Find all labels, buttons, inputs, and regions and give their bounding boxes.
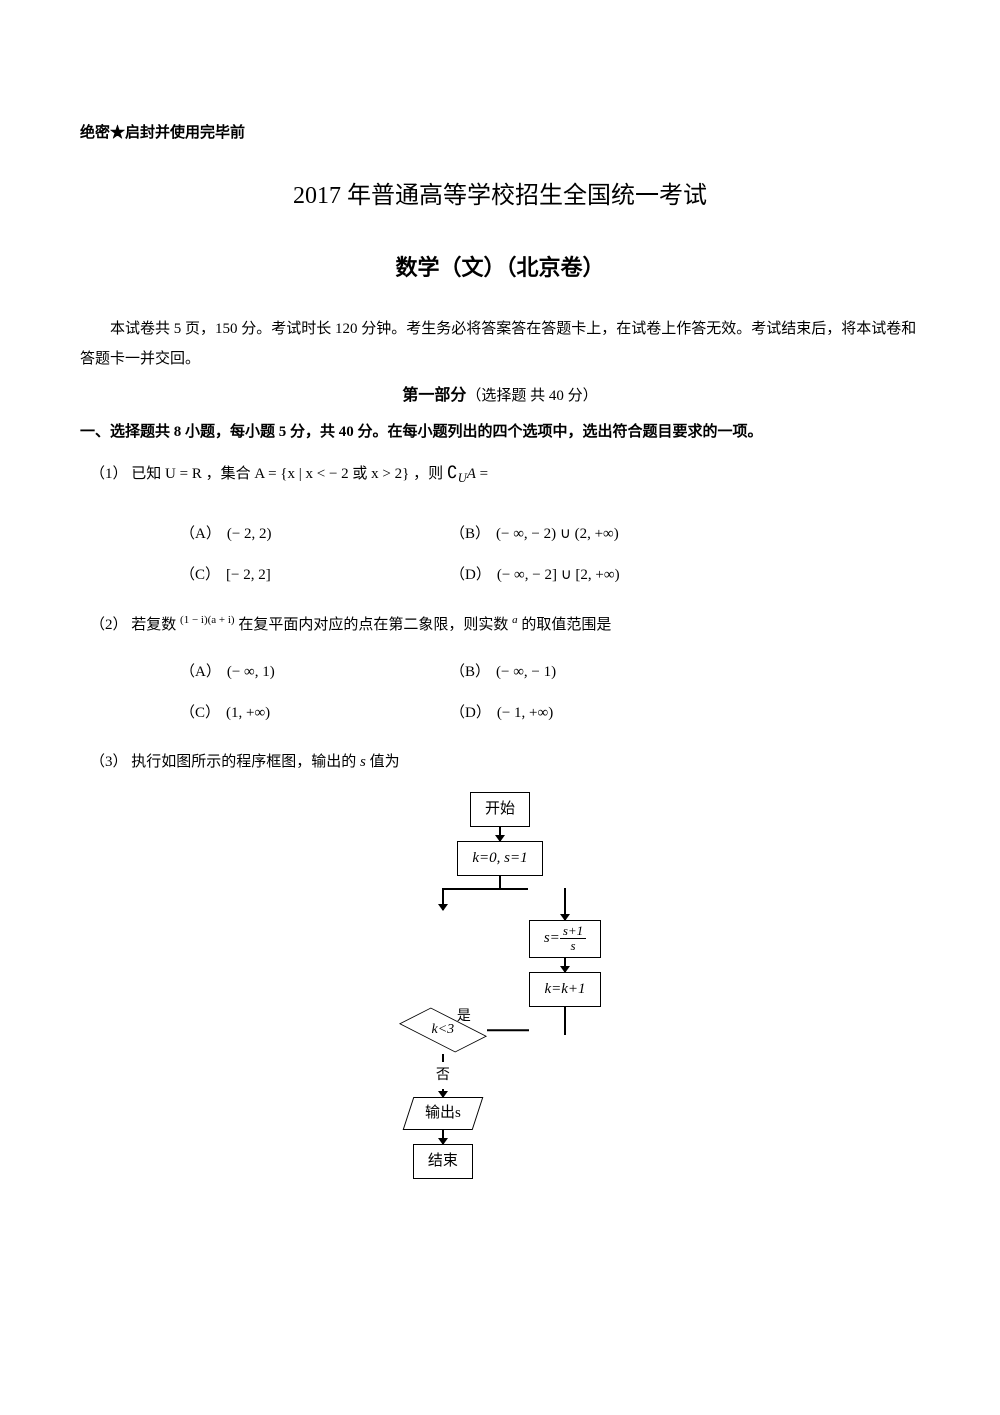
- q3-post: 值为: [370, 754, 400, 770]
- confidential-header: 绝密★启封并使用完毕前: [80, 120, 920, 147]
- q1-pre: 已知: [131, 466, 161, 482]
- flow-arrow-icon: [499, 827, 501, 841]
- intro-paragraph: 本试卷共 5 页，150 分。考试时长 120 分钟。考生务必将答案答在答题卡上…: [80, 314, 920, 374]
- flow-arrow-icon: [442, 1130, 444, 1144]
- flow-connector: [499, 876, 501, 888]
- q1-option-d: （D） (− ∞, − 2] ∪ [2, +∞): [450, 562, 750, 589]
- option-label-c: （C）: [180, 700, 220, 727]
- flow-arrow-icon: [564, 958, 566, 972]
- option-label-c: （C）: [180, 562, 220, 589]
- flow-start-node: 开始: [470, 792, 530, 827]
- flow-output-node: 输出s: [403, 1097, 484, 1130]
- q1-var: A: [467, 466, 476, 482]
- flow-yes-label: 是: [457, 1004, 471, 1029]
- q1-eq: =: [480, 466, 488, 482]
- flow-connector: [442, 1054, 444, 1062]
- q1-mid1: ，集合: [206, 466, 251, 482]
- flow-cond-text: k<3: [432, 1017, 455, 1042]
- q2-d-value: (− 1, +∞): [497, 700, 553, 727]
- flow-decision-node: k<3 是: [399, 1006, 487, 1054]
- flow-connector: [564, 1007, 566, 1035]
- q2-option-a: （A） (− ∞, 1): [180, 659, 450, 686]
- q2-c-value: (1, +∞): [226, 700, 270, 727]
- main-title: 2017 年普通高等学校招生全国统一考试: [80, 175, 920, 218]
- q1-option-a: （A） (− 2, 2): [180, 521, 450, 548]
- q1-stem: （1） 已知 U = R ，集合 A = {x | x < − 2 或 x > …: [80, 458, 920, 490]
- section-bold: 第一部分: [402, 387, 466, 404]
- flow-arrow-icon: [442, 888, 444, 910]
- q2-b-value: (− ∞, − 1): [496, 659, 556, 686]
- q2-var: a: [512, 614, 518, 626]
- flow-connector: [564, 888, 566, 910]
- q3-num: （3）: [90, 754, 128, 770]
- question-2: （2） 若复数 (1 − i)(a + i) 在复平面内对应的点在第二象限，则实…: [80, 611, 920, 727]
- flow-assign-s-node: s=s+1s: [529, 920, 601, 958]
- sub-title: 数学（文）（北京卷）: [80, 248, 920, 288]
- flow-arrow-icon: [564, 910, 566, 920]
- question-3: （3） 执行如图所示的程序框图，输出的 s 值为 开始 k=0, s=1: [80, 749, 920, 1179]
- q2-mid: 在复平面内对应的点在第二象限，则实数: [238, 617, 512, 633]
- q2-options-row-2: （C） (1, +∞) （D） (− 1, +∞): [80, 700, 920, 727]
- q3-var: s: [360, 754, 366, 770]
- q1-set: A = {x | x < − 2 或 x > 2}: [254, 466, 409, 482]
- q1-d-value: (− ∞, − 2] ∪ [2, +∞): [497, 562, 620, 589]
- flowchart-diagram: 开始 k=0, s=1 k<3 是: [80, 792, 920, 1179]
- q2-options-row-1: （A） (− ∞, 1) （B） (− ∞, − 1): [80, 659, 920, 686]
- q1-sub: U: [458, 471, 467, 485]
- q3-stem: （3） 执行如图所示的程序框图，输出的 s 值为: [80, 749, 920, 776]
- flow-loop-container: k<3 是 否 输出s 结束 s=s+1s: [399, 888, 601, 1179]
- q2-expr: (1 − i)(a + i): [180, 614, 235, 626]
- section-light: （选择题 共 40 分）: [466, 388, 597, 404]
- flow-no-label: 否: [436, 1063, 450, 1088]
- q2-stem: （2） 若复数 (1 − i)(a + i) 在复平面内对应的点在第二象限，则实…: [80, 611, 920, 639]
- q1-a-value: (− 2, 2): [227, 521, 272, 548]
- q1-option-b: （B） (− ∞, − 2) ∪ (2, +∞): [450, 521, 750, 548]
- q1-options-row-1: （A） (− 2, 2) （B） (− ∞, − 2) ∪ (2, +∞): [80, 521, 920, 548]
- option-label-a: （A）: [180, 521, 221, 548]
- option-label-d: （D）: [450, 700, 491, 727]
- flow-end-node: 结束: [413, 1144, 473, 1179]
- option-label-b: （B）: [450, 521, 490, 548]
- q2-pre: 若复数: [131, 617, 176, 633]
- q2-option-d: （D） (− 1, +∞): [450, 700, 750, 727]
- flow-main-column: 开始 k=0, s=1 k<3 是: [399, 792, 601, 1179]
- q1-option-c: （C） [− 2, 2]: [180, 562, 450, 589]
- option-label-b: （B）: [450, 659, 490, 686]
- q2-a-value: (− ∞, 1): [227, 659, 275, 686]
- fraction-icon: s+1s: [560, 924, 586, 954]
- q1-num: （1）: [90, 466, 128, 482]
- q1-options-row-2: （C） [− 2, 2] （D） (− ∞, − 2] ∪ [2, +∞): [80, 562, 920, 589]
- q2-num: （2）: [90, 617, 128, 633]
- option-label-a: （A）: [180, 659, 221, 686]
- flow-init-node: k=0, s=1: [457, 841, 542, 876]
- flow-left-col: k<3 是 否 输出s 结束: [399, 888, 487, 1179]
- q2-option-c: （C） (1, +∞): [180, 700, 450, 727]
- q1-b-value: (− ∞, − 2) ∪ (2, +∞): [496, 521, 619, 548]
- q3-text: 执行如图所示的程序框图，输出的: [131, 754, 360, 770]
- instructions: 一、选择题共 8 小题，每小题 5 分，共 40 分。在每小题列出的四个选项中，…: [80, 419, 920, 446]
- complement-icon: ∁: [447, 463, 458, 482]
- q2-option-b: （B） (− ∞, − 1): [450, 659, 750, 686]
- section-header: 第一部分（选择题 共 40 分）: [80, 382, 920, 411]
- flow-right-branch: s=s+1s k=k+1: [529, 888, 601, 1035]
- question-1: （1） 已知 U = R ，集合 A = {x | x < − 2 或 x > …: [80, 458, 920, 590]
- option-label-d: （D）: [450, 562, 491, 589]
- q1-mid2: ，则: [413, 466, 443, 482]
- q1-universe: U = R: [165, 466, 202, 482]
- flow-assign-k-node: k=k+1: [529, 972, 600, 1007]
- q1-c-value: [− 2, 2]: [226, 562, 271, 589]
- q2-post: 的取值范围是: [521, 617, 611, 633]
